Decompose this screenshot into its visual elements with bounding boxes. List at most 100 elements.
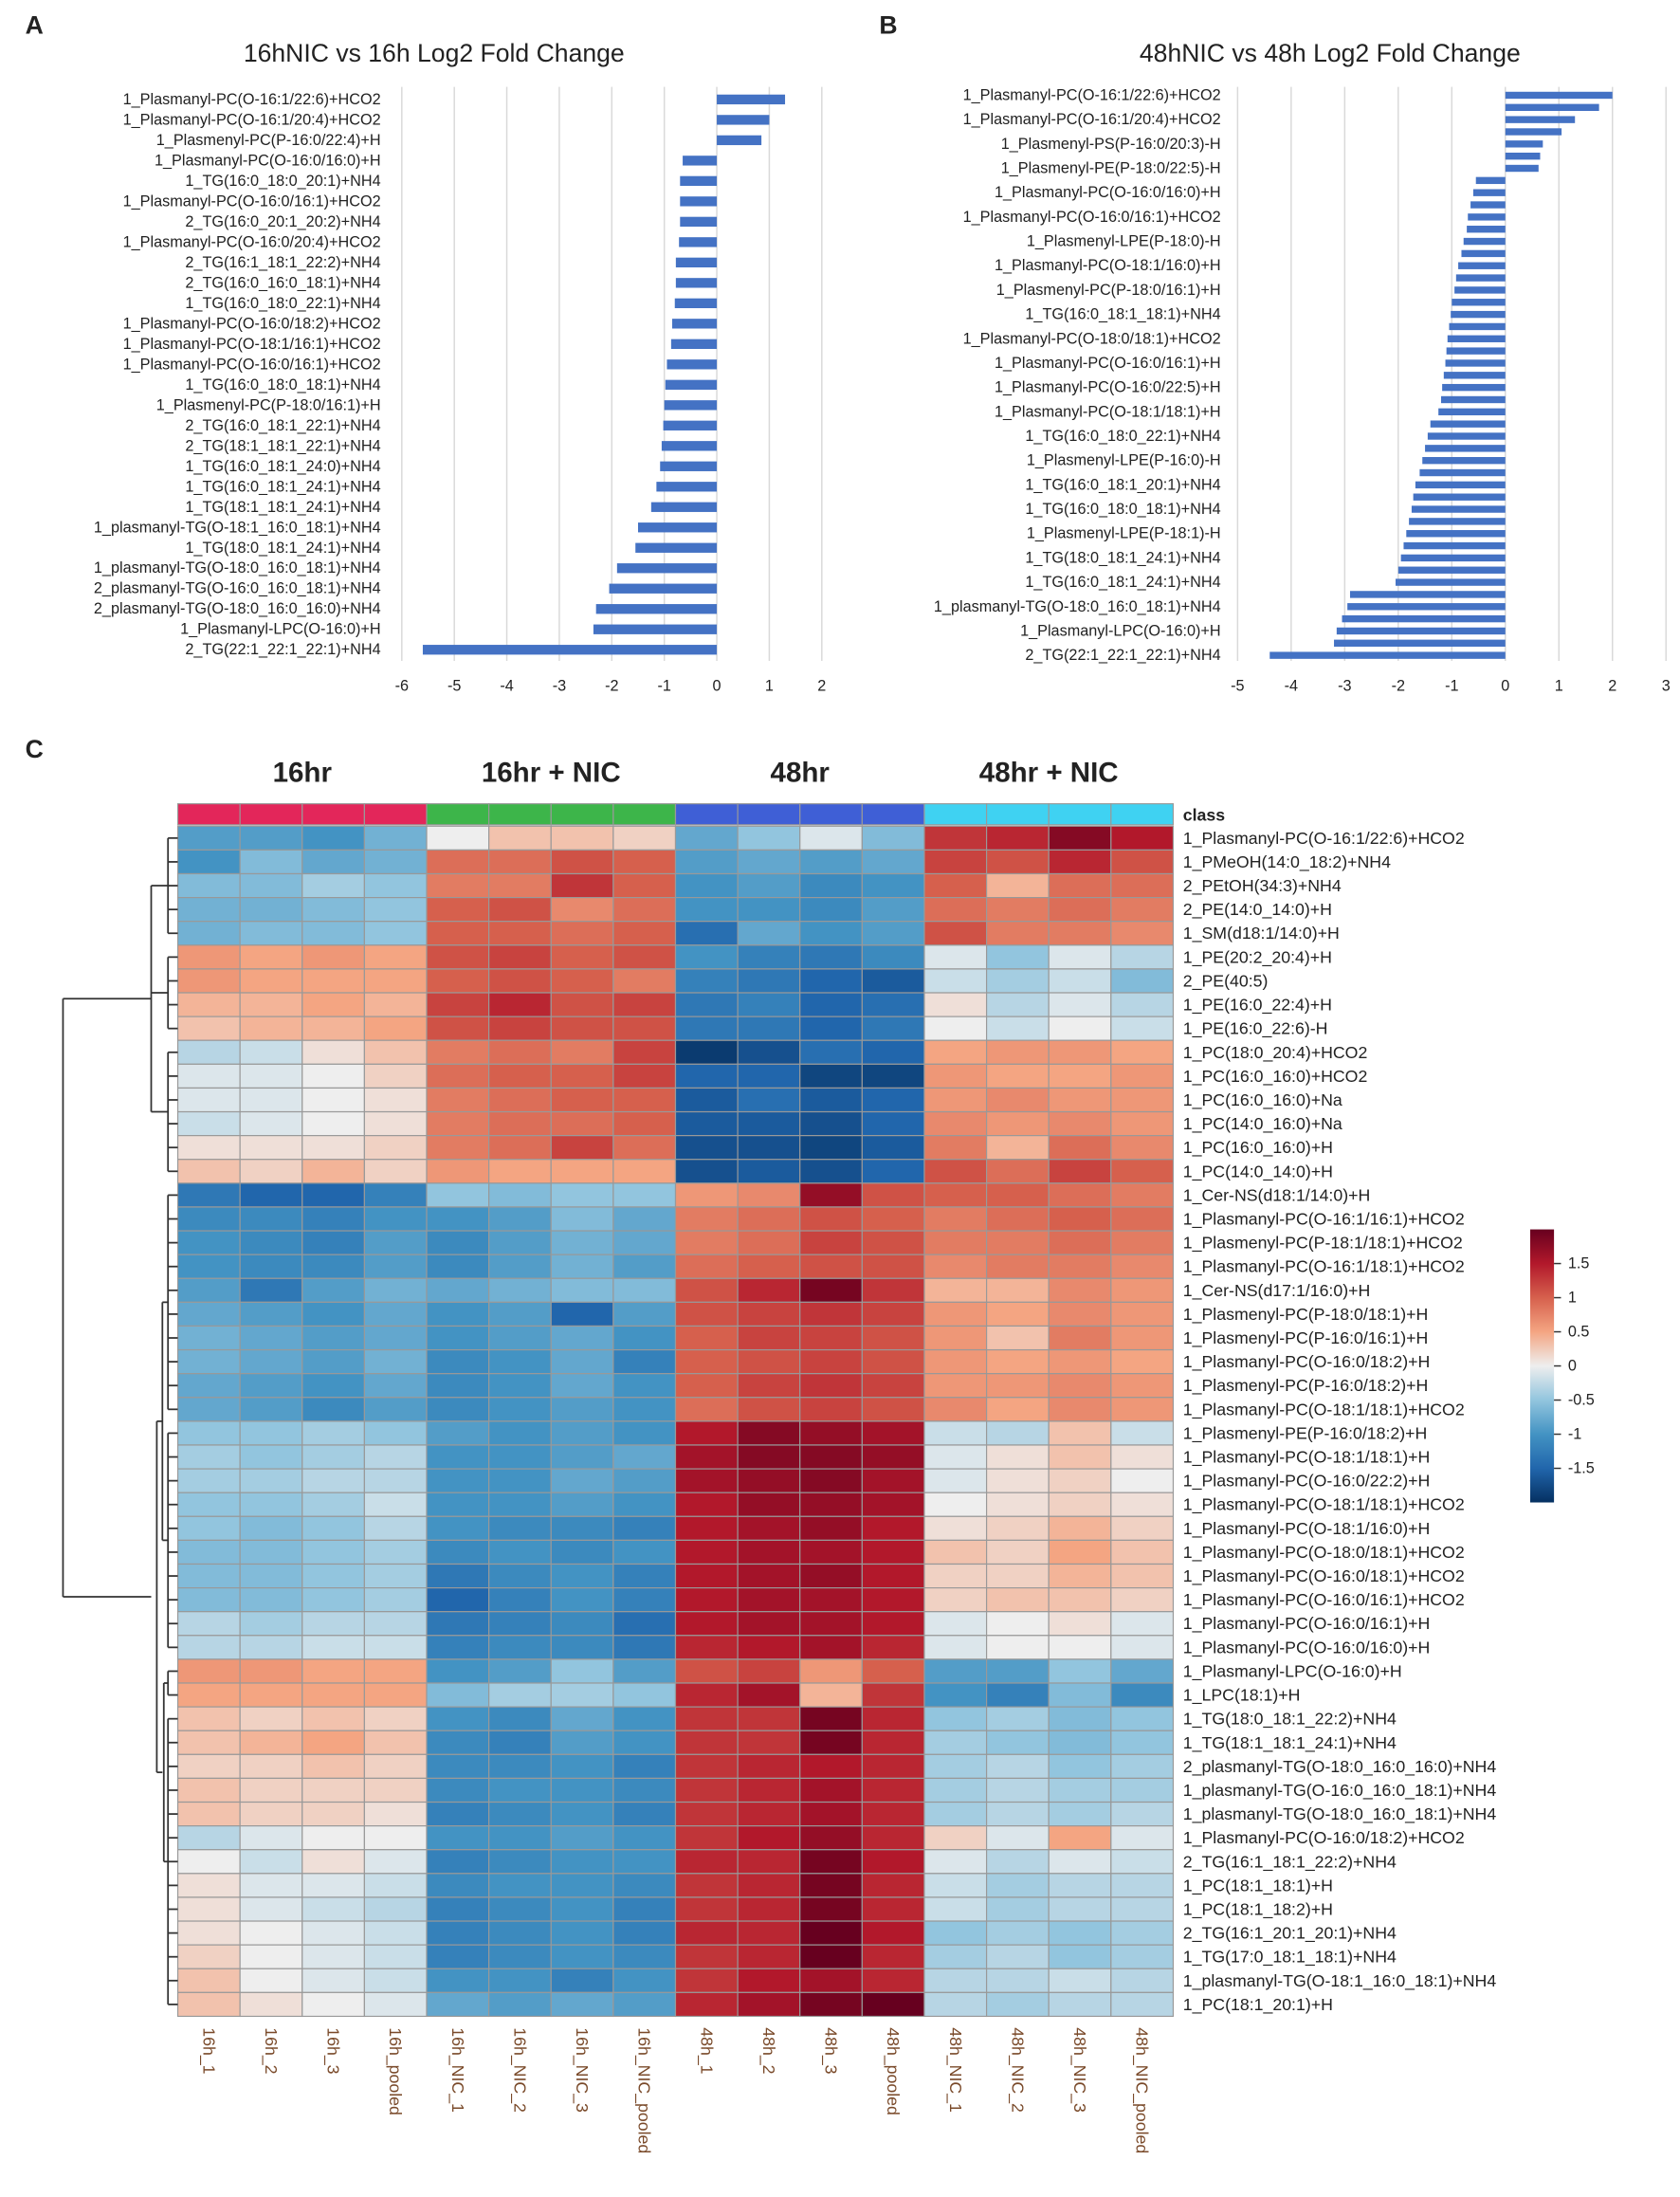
row-label: 1_Plasmanyl-PC(O-16:0/18:2)+HCO2	[1183, 1828, 1465, 1848]
heatmap-cell	[737, 1825, 801, 1851]
heatmap-cell	[488, 1849, 552, 1875]
bar	[1397, 566, 1506, 574]
heatmap-cell	[550, 992, 614, 1017]
heatmap-cell	[799, 1206, 863, 1232]
heatmap-cell	[1048, 1849, 1112, 1875]
heatmap-cell	[674, 1849, 739, 1875]
heatmap-cell	[239, 1301, 303, 1327]
category-label: 1_TG(18:0_18:1_24:1)+NH4	[185, 540, 380, 557]
heatmap-cell	[799, 1348, 863, 1375]
row-label: 1_Plasmanyl-PC(O-18:1/18:1)+HCO2	[1183, 1400, 1465, 1419]
x-tick-label: -1	[657, 678, 670, 695]
heatmap-cell	[239, 1039, 303, 1065]
heatmap-cell	[176, 1801, 241, 1827]
heatmap-cell	[612, 1968, 677, 1993]
heatmap-cell	[1110, 1968, 1175, 1993]
x-tick-label: -1	[1445, 678, 1458, 695]
heatmap-cell	[488, 1468, 552, 1493]
heatmap-cell	[612, 1611, 677, 1637]
class-cell	[488, 803, 552, 826]
heatmap-cell	[239, 1801, 303, 1827]
heatmap-cell	[1048, 1492, 1112, 1517]
heatmap-cell	[550, 1373, 614, 1399]
heatmap-cell	[737, 1753, 801, 1780]
heatmap-cell	[861, 968, 925, 994]
category-label: 1_TG(16:0_18:0_18:1)+NH4	[185, 376, 380, 394]
heatmap-cell	[923, 1706, 988, 1731]
heatmap-cell	[1110, 1016, 1175, 1041]
heatmap-cell	[363, 1682, 428, 1708]
heatmap-cell	[985, 872, 1050, 899]
bar	[1505, 103, 1599, 112]
heatmap-cell	[239, 1730, 303, 1755]
heatmap-cell	[1110, 1301, 1175, 1327]
heatmap-cell	[861, 1991, 925, 2018]
heatmap-cell	[550, 1539, 614, 1565]
heatmap-cell	[239, 1373, 303, 1399]
heatmap-cell	[239, 1182, 303, 1208]
chart-title: 16hNIC vs 16h Log2 Fold Change	[244, 39, 625, 67]
bar	[1463, 237, 1506, 246]
category-label: 1_TG(16:0_18:0_22:1)+NH4	[1025, 428, 1220, 445]
category-label: 1_Plasmanyl-PC(O-16:0/18:2)+HCO2	[123, 315, 381, 332]
column-label: 16h_NIC_1	[447, 2027, 467, 2113]
heatmap-cell	[488, 1373, 552, 1399]
heatmap-cell	[799, 1087, 863, 1113]
heatmap-cell	[1110, 1920, 1175, 1946]
heatmap-cell	[1110, 825, 1175, 851]
heatmap-cell	[674, 1039, 739, 1065]
heatmap-cell	[861, 1658, 925, 1684]
heatmap-cell	[426, 921, 490, 946]
bar	[1342, 614, 1506, 623]
category-label: 1_Plasmanyl-PC(O-18:0/18:1)+HCO2	[963, 330, 1221, 347]
heatmap-cell	[674, 1825, 739, 1851]
heatmap-cell	[737, 1777, 801, 1803]
row-label: 1_PC(16:0_16:0)+Na	[1183, 1090, 1342, 1110]
heatmap-cell	[550, 1063, 614, 1089]
column-label: 48h_NIC_1	[945, 2027, 965, 2113]
heatmap-cell	[488, 1991, 552, 2018]
heatmap-cell	[176, 1944, 241, 1969]
bar	[665, 379, 718, 390]
heatmap-cell	[1110, 1325, 1175, 1351]
heatmap-cell	[426, 1968, 490, 1993]
heatmap-cell	[488, 1135, 552, 1161]
heatmap-cell	[301, 1444, 365, 1470]
bar	[1336, 627, 1506, 635]
heatmap-cell	[799, 1063, 863, 1089]
column-label: 48h_1	[696, 2027, 716, 2074]
heatmap-cell	[674, 1753, 739, 1780]
category-label: 1_Plasmanyl-PC(O-16:0/16:1)+H	[995, 355, 1221, 372]
row-label: 2_PE(40:5)	[1183, 971, 1269, 991]
heatmap-cell	[923, 1468, 988, 1493]
bar	[1334, 639, 1506, 647]
heatmap-cell	[363, 1587, 428, 1613]
heatmap-cell	[1048, 1968, 1112, 1993]
category-label: 1_Plasmanyl-PC(O-16:1/22:6)+HCO2	[963, 86, 1221, 103]
group-header: 48hr + NIC	[979, 758, 1119, 789]
heatmap-cell	[985, 1920, 1050, 1946]
category-label: 1_Plasmenyl-LPE(P-18:1)-H	[1027, 525, 1221, 542]
heatmap-cell	[1048, 1254, 1112, 1279]
heatmap-cell	[799, 1515, 863, 1541]
heatmap-cell	[426, 1277, 490, 1303]
heatmap-cell	[1110, 1515, 1175, 1541]
heatmap-cell	[363, 1730, 428, 1755]
heatmap-cell	[488, 1706, 552, 1731]
heatmap-cell	[176, 1920, 241, 1946]
heatmap-cell	[1048, 1110, 1112, 1137]
heatmap-cell	[239, 1087, 303, 1113]
heatmap-cell	[301, 1515, 365, 1541]
heatmap-cell	[1110, 897, 1175, 923]
heatmap-cell	[550, 1777, 614, 1803]
heatmap-cell	[861, 1539, 925, 1565]
heatmap-cell	[301, 1397, 365, 1422]
heatmap-cell	[612, 1325, 677, 1351]
heatmap-cell	[1110, 1753, 1175, 1780]
heatmap-cell	[176, 992, 241, 1017]
heatmap-cell	[1110, 1658, 1175, 1684]
heatmap-cell	[674, 1254, 739, 1279]
heatmap-cell	[176, 1991, 241, 2018]
